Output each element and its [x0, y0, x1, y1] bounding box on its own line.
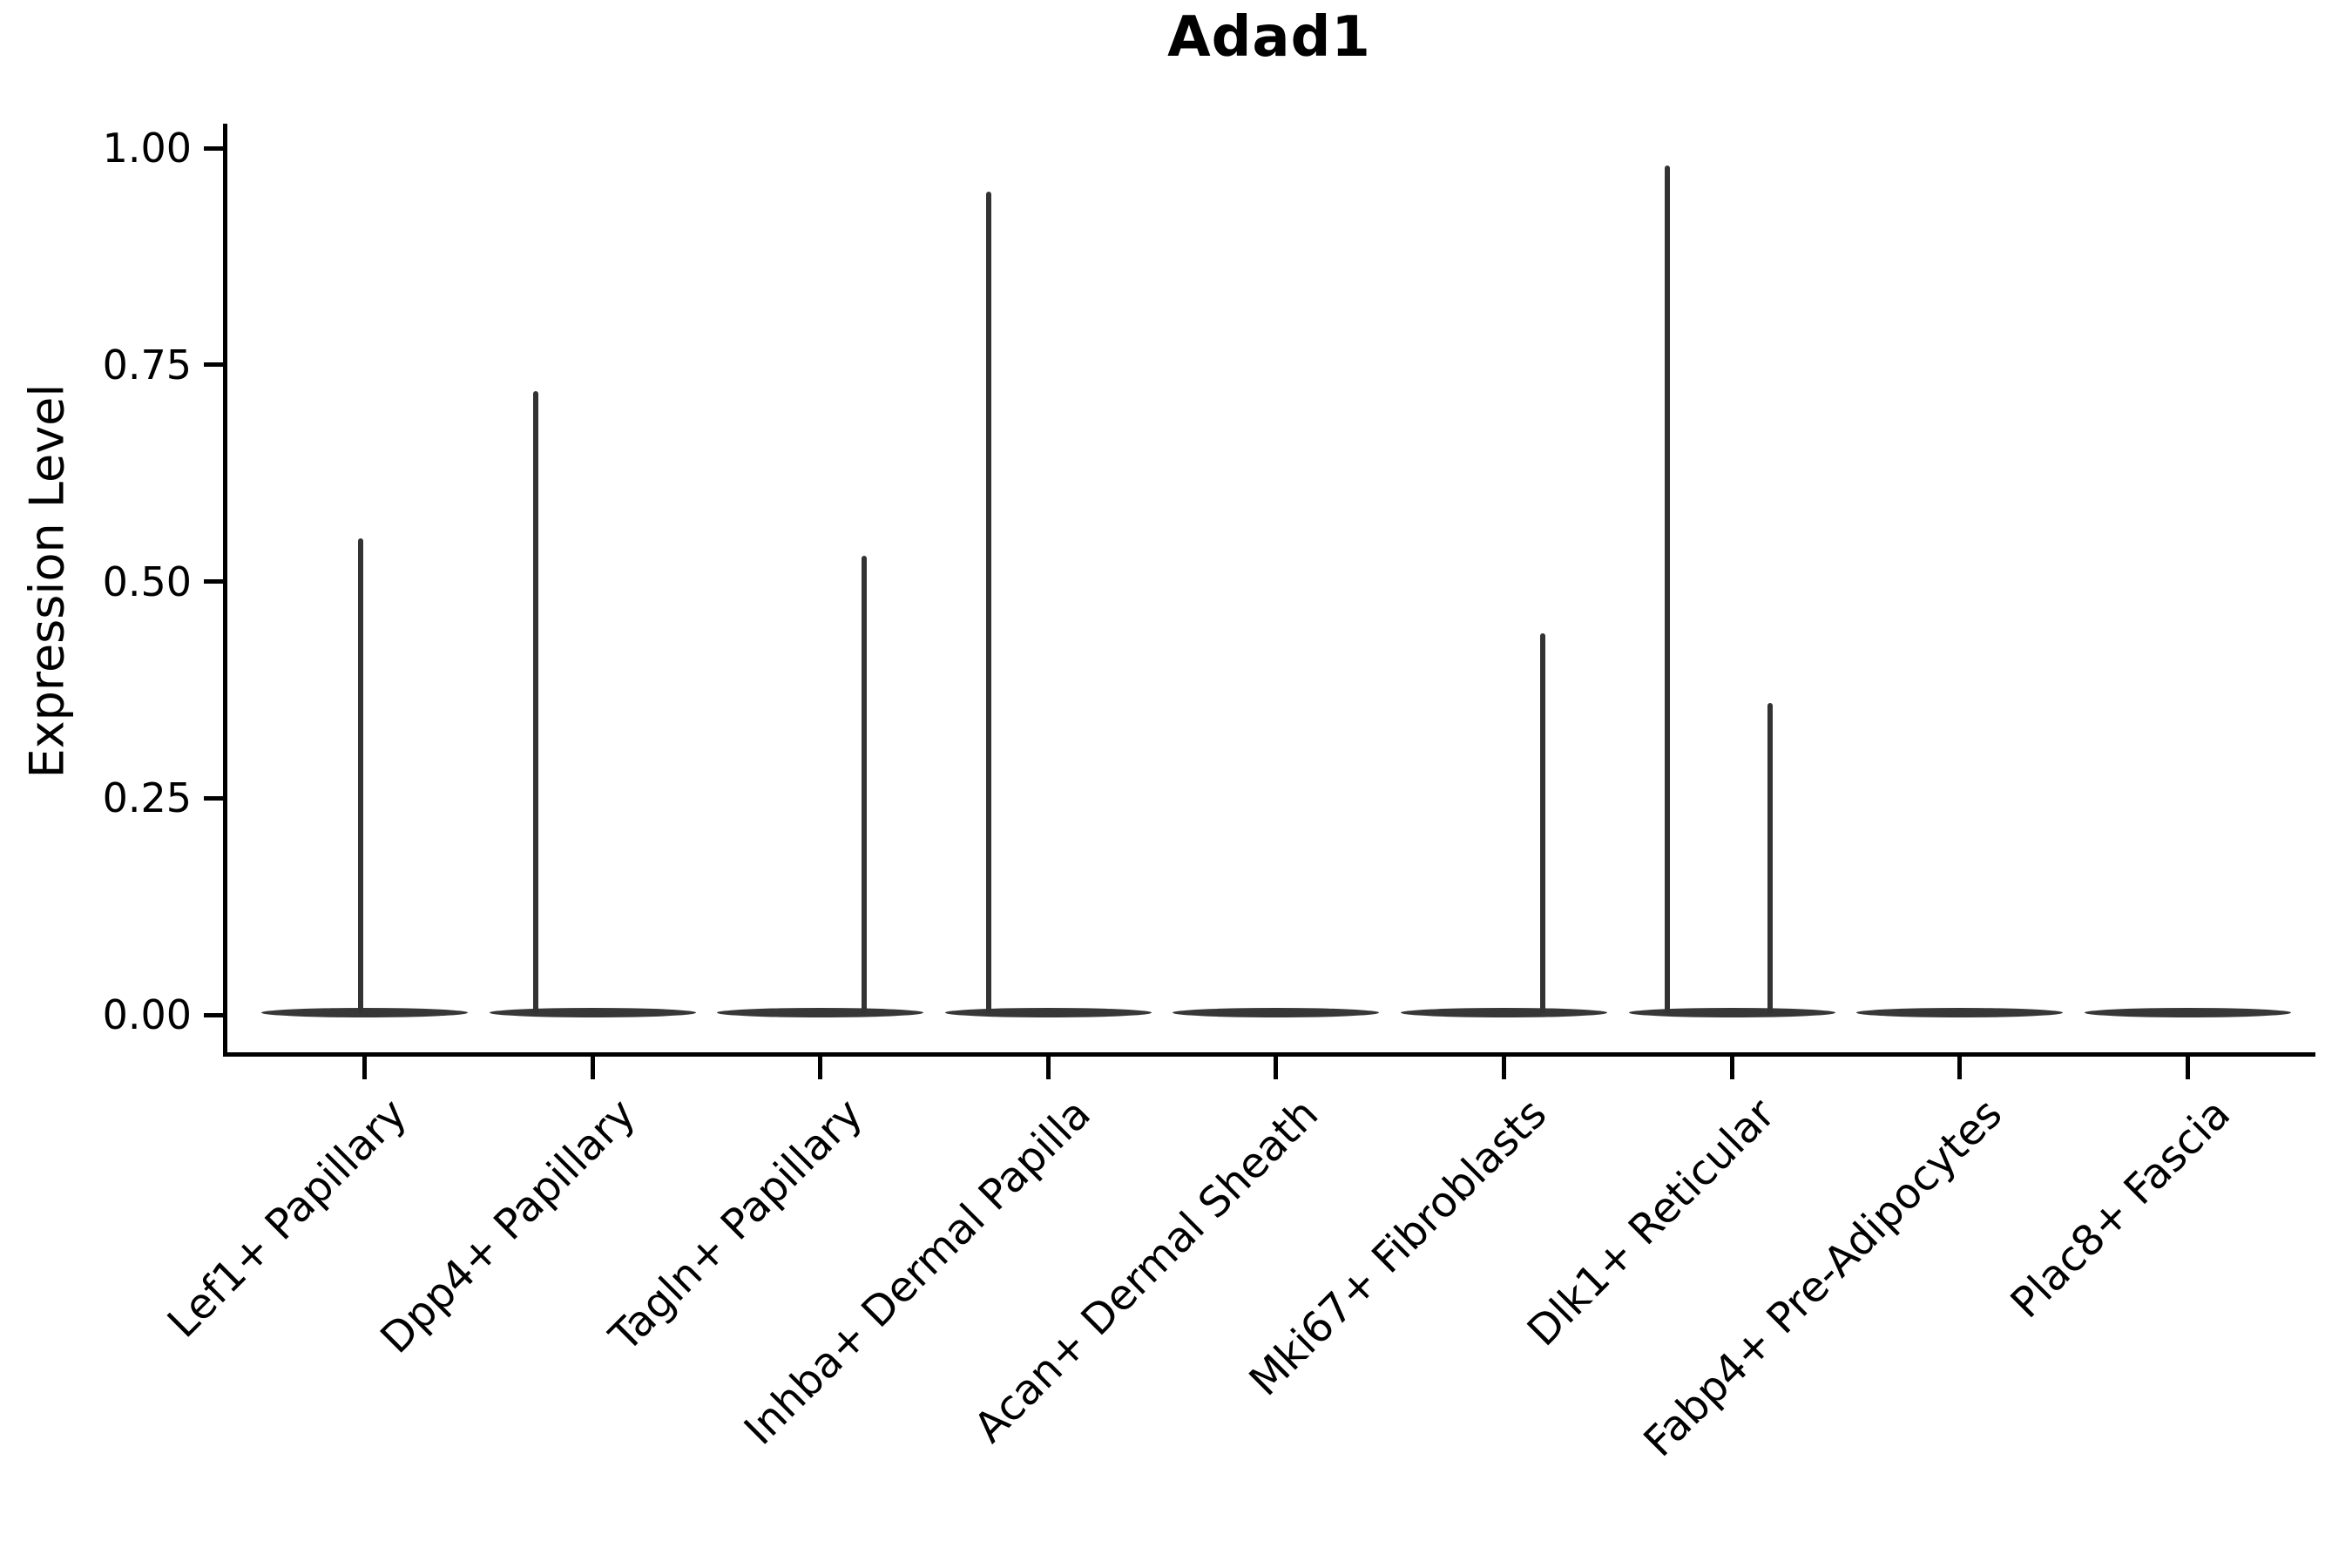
violin-base — [1400, 1008, 1607, 1017]
violin-spike — [358, 537, 363, 1013]
y-tick-mark — [204, 795, 223, 801]
violin-base — [1172, 1008, 1379, 1017]
x-tick-mark — [1045, 1057, 1051, 1079]
x-tick-mark — [590, 1057, 595, 1079]
violin-spike — [862, 555, 867, 1013]
x-tick-label: Tagln+ Papillary — [600, 1089, 873, 1362]
y-tick-label: 0.50 — [102, 558, 192, 605]
y-tick-label: 0.00 — [102, 991, 192, 1038]
x-tick-label: Plac8+ Fascia — [2001, 1089, 2240, 1328]
violin-base — [2084, 1008, 2291, 1017]
y-tick-mark — [204, 362, 223, 368]
plot-title: Adad1 — [1167, 5, 1371, 70]
violin-spike — [1540, 633, 1545, 1013]
violin-base — [489, 1008, 696, 1017]
violin-base — [944, 1008, 1152, 1017]
y-tick-label: 0.75 — [102, 341, 192, 389]
violin-spike — [1767, 702, 1773, 1013]
x-tick-label: Lef1+ Papillary — [159, 1089, 417, 1348]
y-tick-mark — [204, 579, 223, 584]
violin-spike — [1665, 165, 1670, 1013]
x-tick-label: Dpp4+ Papillary — [371, 1089, 645, 1363]
x-tick-mark — [1957, 1057, 1962, 1079]
x-tick-mark — [1729, 1057, 1734, 1079]
y-tick-label: 0.25 — [102, 774, 192, 822]
x-tick-mark — [1273, 1057, 1278, 1079]
violin-base — [1855, 1008, 2063, 1017]
violin-base — [716, 1008, 923, 1017]
x-tick-label: Dlk1+ Reticular — [1517, 1089, 1785, 1356]
violin-base — [1628, 1008, 1835, 1017]
x-tick-mark — [2185, 1057, 2190, 1079]
x-tick-mark — [817, 1057, 822, 1079]
y-axis-line — [223, 124, 227, 1057]
x-tick-mark — [362, 1057, 367, 1079]
y-tick-label: 1.00 — [102, 125, 192, 172]
x-tick-mark — [1501, 1057, 1506, 1079]
violin-base — [260, 1008, 468, 1017]
y-tick-mark — [204, 1012, 223, 1017]
y-tick-mark — [204, 145, 223, 151]
x-axis-line — [223, 1052, 2315, 1057]
violin-spike — [533, 390, 538, 1013]
violin-spike — [986, 191, 991, 1013]
